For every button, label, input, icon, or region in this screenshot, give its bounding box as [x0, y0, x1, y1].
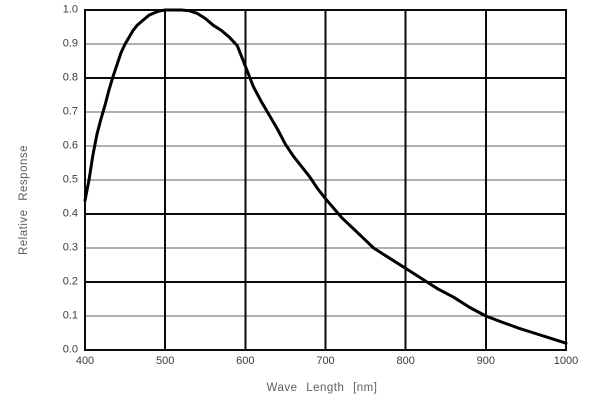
y-tick-label: 0.0 [62, 343, 78, 356]
x-tick-label: 800 [396, 355, 415, 367]
x-tick-label: 900 [476, 355, 496, 367]
y-tick-label: 0.4 [62, 207, 78, 220]
y-tick-label: 0.7 [62, 105, 78, 118]
x-tick-label: 400 [75, 355, 95, 367]
gridlines [85, 10, 566, 350]
y-tick-label: 0.9 [62, 37, 78, 50]
y-axis-title: Relative Response [18, 144, 30, 256]
plot-border [84, 9, 567, 351]
y-tick-label: 0.1 [62, 309, 78, 322]
x-axis-title: Wave Length [nm] [266, 382, 378, 394]
y-tick-label: 0.2 [62, 275, 78, 288]
x-tick-label: 500 [155, 355, 175, 367]
response-curve [83, 8, 568, 345]
x-tick-label: 600 [236, 355, 255, 367]
x-tick-label: 1000 [553, 355, 579, 367]
y-tick-label: 0.8 [62, 71, 78, 84]
y-tick-label: 0.5 [62, 173, 78, 186]
y-tick-label: 0.6 [62, 139, 78, 152]
y-tick-label: 0.3 [62, 241, 78, 254]
x-tick-label: 700 [316, 355, 335, 367]
y-tick-label: 1.0 [62, 3, 78, 16]
